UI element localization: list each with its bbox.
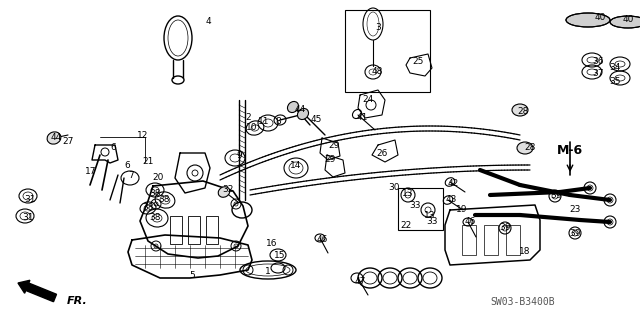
Text: 31: 31 <box>24 196 36 204</box>
Text: 6: 6 <box>110 144 116 152</box>
Text: 27: 27 <box>62 137 74 146</box>
Text: 38: 38 <box>142 204 154 212</box>
Text: 28: 28 <box>524 144 536 152</box>
Text: 37: 37 <box>592 70 604 78</box>
Bar <box>188 216 200 244</box>
Text: 13: 13 <box>424 211 436 219</box>
Bar <box>345 10 430 92</box>
Text: 39: 39 <box>550 190 562 199</box>
Text: 47: 47 <box>355 278 365 286</box>
Text: 46: 46 <box>464 218 476 226</box>
Text: 15: 15 <box>275 250 285 259</box>
Text: 22: 22 <box>401 220 412 229</box>
Text: 31: 31 <box>22 213 34 222</box>
Text: 34: 34 <box>609 63 621 72</box>
Text: 39: 39 <box>569 228 580 238</box>
Text: 33: 33 <box>426 218 438 226</box>
Ellipse shape <box>218 187 230 197</box>
Text: 8: 8 <box>275 117 281 127</box>
Text: 38: 38 <box>149 189 161 197</box>
Text: 13: 13 <box>403 189 413 197</box>
Text: 3: 3 <box>375 24 381 33</box>
Text: 38: 38 <box>158 196 170 204</box>
Text: 41: 41 <box>356 114 368 122</box>
Text: 33: 33 <box>409 201 420 210</box>
Text: 6: 6 <box>124 160 130 169</box>
Text: 44: 44 <box>51 133 61 143</box>
Bar <box>484 225 498 255</box>
Text: 48: 48 <box>371 68 383 77</box>
Text: 40: 40 <box>622 16 634 25</box>
Text: 11: 11 <box>259 117 269 127</box>
Text: 21: 21 <box>142 158 154 167</box>
Text: 12: 12 <box>138 130 148 139</box>
Text: 43: 43 <box>445 196 457 204</box>
Bar <box>462 225 476 255</box>
Text: 39: 39 <box>499 224 511 233</box>
Text: 24: 24 <box>362 95 374 105</box>
Text: 19: 19 <box>456 205 468 214</box>
Ellipse shape <box>610 16 640 28</box>
Text: 7: 7 <box>128 170 134 180</box>
Ellipse shape <box>287 101 298 113</box>
Text: 38: 38 <box>149 212 161 221</box>
Text: 10: 10 <box>246 123 258 132</box>
Text: 36: 36 <box>592 57 604 66</box>
Ellipse shape <box>47 132 61 144</box>
Text: 42: 42 <box>447 179 459 188</box>
Text: 5: 5 <box>189 271 195 280</box>
Text: 25: 25 <box>412 57 424 66</box>
Text: SW03-B3400B: SW03-B3400B <box>490 297 555 307</box>
Text: 45: 45 <box>310 115 322 124</box>
Text: 26: 26 <box>376 149 388 158</box>
Text: 18: 18 <box>519 248 531 256</box>
Ellipse shape <box>512 104 528 116</box>
Text: 9: 9 <box>236 151 242 160</box>
Text: 40: 40 <box>595 13 605 23</box>
Ellipse shape <box>566 13 610 27</box>
Text: FR.: FR. <box>67 296 88 306</box>
Text: 23: 23 <box>570 205 580 214</box>
Bar <box>170 216 182 244</box>
Text: 32: 32 <box>222 186 234 195</box>
Bar <box>398 188 443 230</box>
Text: 16: 16 <box>266 239 278 248</box>
Text: 17: 17 <box>85 167 97 176</box>
Text: 29: 29 <box>328 140 340 150</box>
Text: 4: 4 <box>205 18 211 26</box>
Bar <box>206 216 218 244</box>
Text: 30: 30 <box>388 183 400 192</box>
Text: 44: 44 <box>294 106 306 115</box>
Text: 14: 14 <box>291 161 301 170</box>
FancyArrow shape <box>18 280 56 302</box>
Text: 35: 35 <box>609 78 621 86</box>
Text: 46: 46 <box>316 235 328 244</box>
Ellipse shape <box>298 108 308 120</box>
Text: 20: 20 <box>152 173 164 182</box>
Text: 1: 1 <box>265 268 271 277</box>
Bar <box>506 225 520 255</box>
Text: M-6: M-6 <box>557 144 583 157</box>
Text: 29: 29 <box>324 155 336 165</box>
Ellipse shape <box>517 142 533 154</box>
Text: 2: 2 <box>245 114 251 122</box>
Text: 28: 28 <box>517 108 529 116</box>
